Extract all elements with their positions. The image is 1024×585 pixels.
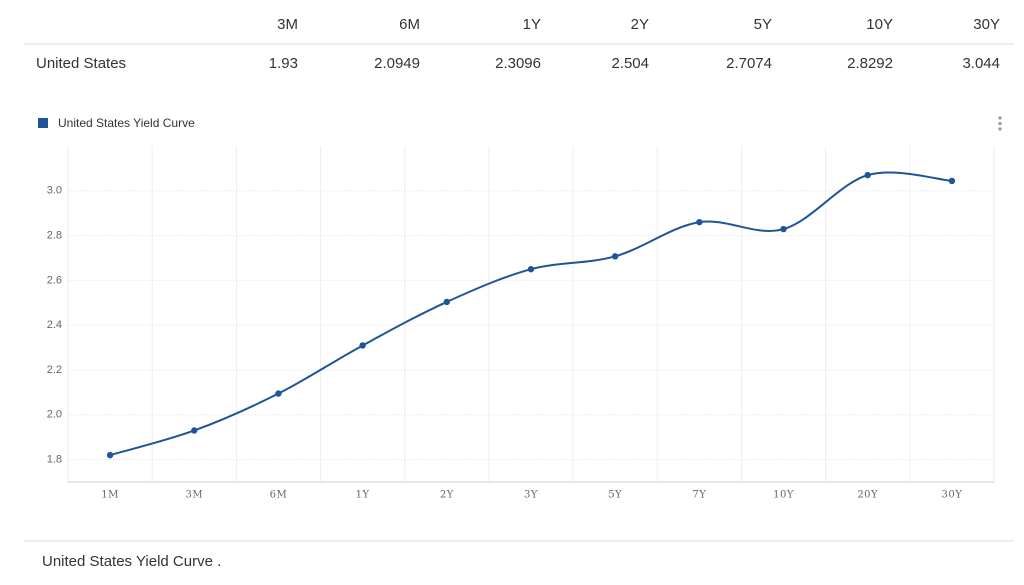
legend-swatch[interactable]	[38, 118, 48, 128]
x-tick-label: 30Y	[941, 490, 962, 501]
table-cell: 2.504	[611, 55, 649, 72]
data-point	[275, 390, 282, 397]
data-point	[106, 451, 114, 459]
column-header: 30Y	[973, 16, 1000, 33]
x-tick-label: 7Y	[692, 490, 706, 501]
table-cell: 1.93	[269, 55, 298, 72]
y-tick-label: 2.4	[47, 319, 62, 331]
data-point	[611, 253, 619, 260]
column-header: 3M	[277, 16, 298, 33]
x-tick-label: 10Y	[773, 490, 794, 501]
caption: United States Yield Curve .	[42, 553, 221, 570]
x-tick-label: 20Y	[857, 490, 878, 501]
column-header: 1Y	[523, 16, 541, 33]
x-tick-label: 1M	[101, 490, 119, 501]
data-point	[527, 266, 535, 273]
data-point	[359, 342, 366, 349]
data-point	[191, 427, 198, 434]
data-point	[864, 171, 871, 179]
table-cell: 2.7074	[726, 55, 772, 72]
x-tick-label: 1Y	[356, 490, 370, 501]
y-tick-label: 1.8	[47, 454, 62, 466]
column-header: 2Y	[631, 16, 649, 33]
x-tick-label: 6M	[270, 490, 288, 501]
table-cell: 2.8292	[847, 55, 893, 72]
row-label: United States	[36, 55, 126, 72]
column-header: 5Y	[754, 16, 772, 33]
data-point	[948, 177, 956, 185]
table-cell: 2.3096	[495, 55, 541, 72]
x-tick-label: 3Y	[524, 490, 538, 501]
x-tick-label: 5Y	[608, 490, 622, 501]
column-header: 10Y	[866, 16, 893, 33]
data-point	[780, 225, 787, 233]
y-tick-label: 2.2	[47, 364, 62, 376]
table-cell: 3.044	[962, 55, 1000, 72]
data-point	[696, 218, 703, 226]
data-point	[443, 298, 451, 306]
y-tick-label: 2.0	[47, 409, 62, 421]
menu-icon[interactable]	[998, 116, 1002, 131]
y-tick-label: 3.0	[47, 185, 62, 197]
column-header: 6M	[399, 16, 420, 33]
table-cell: 2.0949	[374, 55, 420, 72]
x-tick-label: 2Y	[440, 490, 454, 501]
y-tick-label: 2.8	[47, 230, 62, 242]
y-tick-label: 2.6	[47, 274, 62, 286]
x-tick-label: 3M	[185, 490, 203, 501]
legend-label[interactable]: United States Yield Curve	[58, 116, 195, 130]
